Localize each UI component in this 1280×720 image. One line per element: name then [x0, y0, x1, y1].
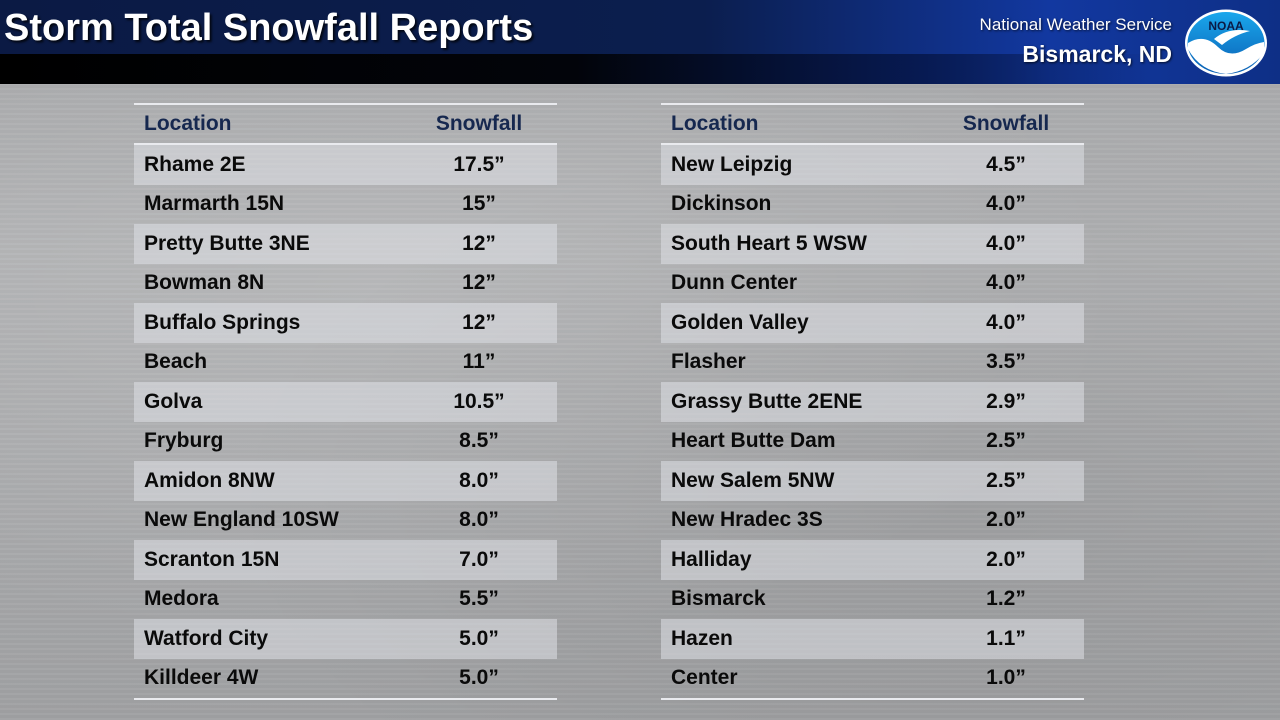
snowfall-cell: 1.0” — [986, 666, 1026, 690]
table-row: Fryburg 8.5” — [134, 422, 557, 462]
snowfall-cell: 10.5” — [453, 389, 505, 413]
snowfall-cell: 2.5” — [986, 468, 1026, 492]
location-cell: Beach — [144, 350, 208, 374]
table-row: Bismarck 1.2” — [661, 580, 1084, 620]
table-row: Medora 5.5” — [134, 580, 557, 620]
location-cell: Scranton 15N — [144, 547, 280, 571]
location-cell: New Leipzig — [671, 152, 793, 176]
snowfall-cell: 1.2” — [986, 587, 1026, 611]
table-row: Golva 10.5” — [134, 382, 557, 422]
location-cell: Golva — [144, 389, 203, 413]
column-header-snowfall: Snowfall — [962, 112, 1050, 135]
location-cell: New England 10SW — [144, 508, 339, 532]
location-cell: Buffalo Springs — [144, 310, 301, 334]
table-row: Grassy Butte 2ENE 2.9” — [661, 382, 1084, 422]
snowfall-cell: 2.9” — [986, 389, 1026, 413]
table-header: Location Snowfall — [134, 105, 557, 145]
snowfall-cell: 7.0” — [459, 547, 499, 571]
location-cell: Golden Valley — [671, 310, 809, 334]
table-row: Amidon 8NW 8.0” — [134, 461, 557, 501]
location-cell: New Salem 5NW — [671, 468, 835, 492]
table-row: Killdeer 4W 5.0” — [134, 659, 557, 699]
location-cell: Pretty Butte 3NE — [144, 231, 310, 255]
snowfall-cell: 12” — [462, 271, 496, 295]
table-row: New Salem 5NW 2.5” — [661, 461, 1084, 501]
snowfall-cell: 1.1” — [986, 626, 1026, 650]
table-row: Flasher 3.5” — [661, 343, 1084, 383]
noaa-logo-text: NOAA — [1208, 19, 1244, 33]
location-cell: Fryburg — [144, 429, 224, 453]
snowfall-cell: 4.0” — [986, 231, 1026, 255]
table-row: Beach 11” — [134, 343, 557, 383]
table-row: Dunn Center 4.0” — [661, 264, 1084, 304]
organization-name: National Weather Service — [979, 15, 1172, 34]
table-row: New Hradec 3S 2.0” — [661, 501, 1084, 541]
snowfall-cell: 17.5” — [453, 152, 505, 176]
header-banner: Storm Total Snowfall Reports National We… — [0, 0, 1280, 84]
snowfall-cell: 4.0” — [986, 192, 1026, 216]
location-cell: Dunn Center — [671, 271, 797, 295]
location-cell: South Heart 5 WSW — [671, 231, 868, 255]
snowfall-cell: 15” — [462, 192, 496, 216]
column-header-location: Location — [671, 112, 759, 135]
table-row: Rhame 2E 17.5” — [134, 145, 557, 185]
snowfall-cell: 4.0” — [986, 271, 1026, 295]
location-cell: Dickinson — [671, 192, 772, 216]
snowfall-cell: 3.5” — [986, 350, 1026, 374]
location-cell: Killdeer 4W — [144, 666, 259, 690]
table-row: Dickinson 4.0” — [661, 185, 1084, 225]
snowfall-cell: 12” — [462, 310, 496, 334]
page-title: Storm Total Snowfall Reports — [4, 7, 534, 49]
snowfall-cell: 5.0” — [459, 626, 499, 650]
office-name: Bismarck, ND — [1022, 41, 1172, 67]
snowfall-cell: 8.0” — [459, 468, 499, 492]
location-cell: Bismarck — [671, 587, 766, 611]
snowfall-cell: 12” — [462, 231, 496, 255]
table-row: Buffalo Springs 12” — [134, 303, 557, 343]
location-cell: Center — [671, 666, 738, 690]
snowfall-cell: 5.5” — [459, 587, 499, 611]
snowfall-cell: 2.0” — [986, 547, 1026, 571]
snowfall-cell: 11” — [462, 350, 496, 374]
location-cell: Flasher — [671, 350, 746, 374]
table-row: New England 10SW 8.0” — [134, 501, 557, 541]
header-dark-band — [0, 54, 1280, 84]
table-row: Watford City 5.0” — [134, 619, 557, 659]
snowfall-cell: 2.0” — [986, 508, 1026, 532]
column-header-location: Location — [144, 112, 232, 135]
table-row: Hazen 1.1” — [661, 619, 1084, 659]
location-cell: Marmarth 15N — [144, 192, 285, 216]
table-row: Heart Butte Dam 2.5” — [661, 422, 1084, 462]
table-row: Center 1.0” — [661, 659, 1084, 699]
location-cell: Grassy Butte 2ENE — [671, 389, 863, 413]
table-row: Scranton 15N 7.0” — [134, 540, 557, 580]
location-cell: Bowman 8N — [144, 271, 265, 295]
table-row: Golden Valley 4.0” — [661, 303, 1084, 343]
location-cell: Rhame 2E — [144, 152, 246, 176]
snowfall-cell: 2.5” — [986, 429, 1026, 453]
snowfall-cell: 4.5” — [986, 152, 1026, 176]
location-cell: Halliday — [671, 547, 752, 571]
table-row: New Leipzig 4.5” — [661, 145, 1084, 185]
snowfall-cell: 5.0” — [459, 666, 499, 690]
snowfall-cell: 8.5” — [459, 429, 499, 453]
location-cell: Hazen — [671, 626, 733, 650]
location-cell: Medora — [144, 587, 219, 611]
table-row: South Heart 5 WSW 4.0” — [661, 224, 1084, 264]
snowfall-table-right: Location Snowfall New Leipzig 4.5” Dickin… — [661, 103, 1084, 700]
table-row: Halliday 2.0” — [661, 540, 1084, 580]
snowfall-cell: 8.0” — [459, 508, 499, 532]
location-cell: New Hradec 3S — [671, 508, 823, 532]
location-cell: Watford City — [144, 626, 269, 650]
table-row: Marmarth 15N 15” — [134, 185, 557, 225]
table-row: Bowman 8N 12” — [134, 264, 557, 304]
snowfall-table-left: Location Snowfall Rhame 2E 17.5” Marmarth… — [134, 103, 557, 700]
snowfall-cell: 4.0” — [986, 310, 1026, 334]
location-cell: Heart Butte Dam — [671, 429, 836, 453]
noaa-logo-icon: NOAA — [1185, 9, 1267, 77]
column-header-snowfall: Snowfall — [435, 112, 523, 135]
table-header: Location Snowfall — [661, 105, 1084, 145]
location-cell: Amidon 8NW — [144, 468, 275, 492]
table-row: Pretty Butte 3NE 12” — [134, 224, 557, 264]
